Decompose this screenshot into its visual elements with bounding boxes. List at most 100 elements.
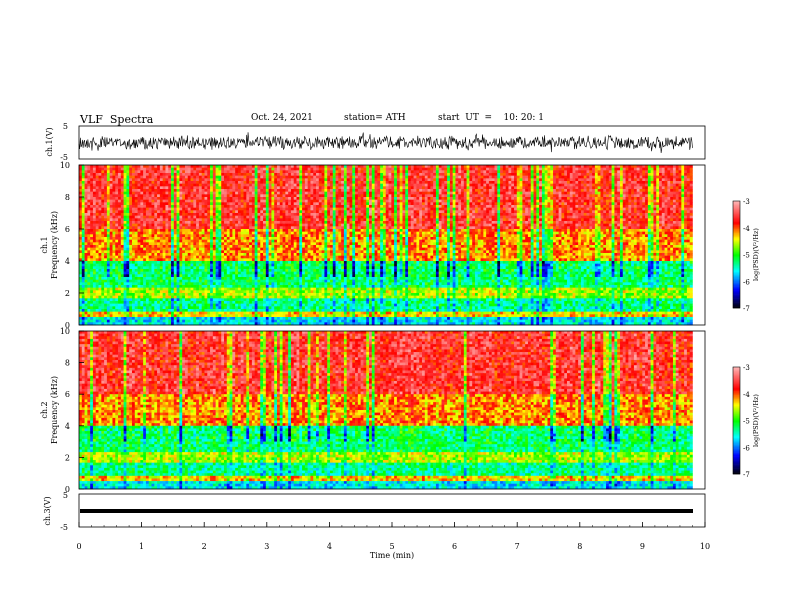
spec-cell bbox=[336, 218, 339, 221]
spec-cell bbox=[414, 202, 417, 205]
spec-cell bbox=[366, 178, 369, 181]
spec-cell bbox=[651, 168, 654, 171]
spec-cell bbox=[559, 200, 562, 203]
spec-cell bbox=[213, 202, 216, 205]
spec-cell bbox=[651, 213, 654, 216]
spec-cell bbox=[408, 210, 411, 213]
spec-cell bbox=[291, 205, 294, 208]
spec-cell bbox=[461, 192, 464, 195]
spec-cell bbox=[363, 165, 366, 168]
spec-cell bbox=[207, 200, 210, 203]
spec-cell bbox=[285, 186, 288, 189]
spec-cell bbox=[684, 192, 687, 195]
spec-cell bbox=[188, 208, 191, 211]
spec-cell bbox=[316, 186, 319, 189]
spec-cell bbox=[152, 218, 155, 221]
spec-cell bbox=[609, 168, 612, 171]
spec-cell bbox=[118, 205, 121, 208]
spec-cell bbox=[620, 205, 623, 208]
spec-cell bbox=[380, 208, 383, 211]
spec-cell bbox=[324, 216, 327, 219]
spec-cell bbox=[182, 202, 185, 205]
spec-cell bbox=[550, 216, 553, 219]
spec-cell bbox=[419, 221, 422, 224]
spec-cell bbox=[645, 176, 648, 179]
spec-cell bbox=[631, 202, 634, 205]
spec-cell bbox=[152, 213, 155, 216]
spec-cell bbox=[389, 178, 392, 181]
spec-cell bbox=[386, 194, 389, 197]
spec-cell bbox=[322, 213, 325, 216]
spec-cell bbox=[422, 197, 425, 200]
spec-cell bbox=[168, 224, 171, 227]
spec-cell bbox=[419, 170, 422, 173]
spec-cell bbox=[154, 221, 157, 224]
spec-cell bbox=[405, 213, 408, 216]
spec-cell bbox=[227, 189, 230, 192]
spec-cell bbox=[634, 181, 637, 184]
spec-cell bbox=[82, 202, 85, 205]
spec-cell bbox=[603, 165, 606, 168]
spec-cell bbox=[600, 200, 603, 203]
spec-cell bbox=[394, 170, 397, 173]
spec-cell bbox=[430, 197, 433, 200]
spec-cell bbox=[246, 197, 249, 200]
spec-cell bbox=[656, 216, 659, 219]
spec-cell bbox=[87, 224, 90, 227]
spec-cell bbox=[252, 200, 255, 203]
spec-cell bbox=[481, 173, 484, 176]
spec-cell bbox=[472, 189, 475, 192]
spec-cell bbox=[606, 170, 609, 173]
spec-cell bbox=[377, 192, 380, 195]
spec-cell bbox=[157, 168, 160, 171]
spec-cell bbox=[391, 176, 394, 179]
spec-cell bbox=[520, 170, 523, 173]
spec-cell bbox=[171, 189, 174, 192]
spec-cell bbox=[662, 205, 665, 208]
spec-cell bbox=[653, 213, 656, 216]
spec-cell bbox=[179, 202, 182, 205]
spec-cell bbox=[400, 224, 403, 227]
spec-cell bbox=[450, 189, 453, 192]
spec-cell bbox=[369, 192, 372, 195]
spec-cell bbox=[581, 197, 584, 200]
spec-cell bbox=[349, 205, 352, 208]
spec-cell bbox=[642, 221, 645, 224]
spec-cell bbox=[182, 197, 185, 200]
spec-cell bbox=[408, 178, 411, 181]
spec-cell bbox=[101, 173, 104, 176]
spec-cell bbox=[324, 205, 327, 208]
spec-cell bbox=[684, 168, 687, 171]
spec-cell bbox=[380, 210, 383, 213]
spec-cell bbox=[645, 221, 648, 224]
spec-cell bbox=[322, 168, 325, 171]
spec-cell bbox=[174, 173, 177, 176]
spec-cell bbox=[486, 208, 489, 211]
spec-cell bbox=[308, 192, 311, 195]
spec-cell bbox=[135, 221, 138, 224]
spec-cell bbox=[589, 168, 592, 171]
spec-cell bbox=[391, 197, 394, 200]
spec-cell bbox=[553, 208, 556, 211]
spec-cell bbox=[341, 165, 344, 168]
spec-cell bbox=[408, 168, 411, 171]
spec-cell bbox=[581, 218, 584, 221]
spec-cell bbox=[90, 170, 93, 173]
spec-cell bbox=[539, 170, 542, 173]
spec-cell bbox=[319, 192, 322, 195]
spec-cell bbox=[299, 224, 302, 227]
spec-cell bbox=[341, 200, 344, 203]
spec-cell bbox=[246, 210, 249, 213]
spec-cell bbox=[297, 170, 300, 173]
spec-cell bbox=[316, 165, 319, 168]
spec-cell bbox=[539, 210, 542, 213]
spec-cell bbox=[168, 181, 171, 184]
spec-cell bbox=[556, 165, 559, 168]
spec-cell bbox=[363, 202, 366, 205]
spec-cell bbox=[372, 208, 375, 211]
spec-cell bbox=[425, 205, 428, 208]
spec-cell bbox=[405, 221, 408, 224]
spec-cell bbox=[93, 210, 96, 213]
spec-cell bbox=[469, 224, 472, 227]
spec-cell bbox=[104, 224, 107, 227]
